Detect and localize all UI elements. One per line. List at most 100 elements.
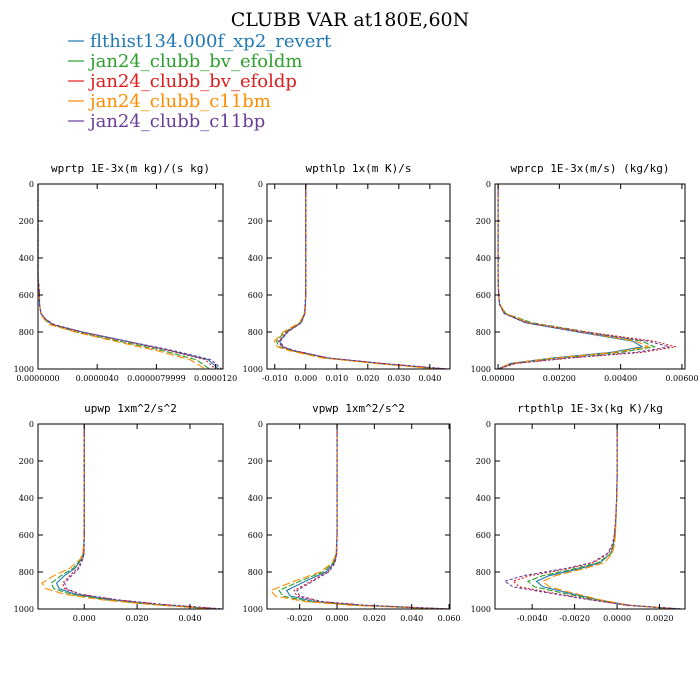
series-line-2 bbox=[278, 424, 447, 610]
x-tick-label: 0.010 bbox=[325, 374, 348, 383]
y-tick-label: 0 bbox=[258, 180, 263, 189]
x-tick-label: 0.0020 bbox=[646, 614, 674, 623]
series-line-4 bbox=[269, 424, 446, 610]
x-tick-label: 0.00200 bbox=[543, 374, 576, 383]
x-tick-label: 0.0000000 bbox=[16, 374, 59, 383]
series-line-3 bbox=[61, 424, 222, 610]
series-line-1 bbox=[37, 184, 219, 370]
legend-label: jan24_clubb_bv_efoldm bbox=[88, 51, 302, 72]
chart-panel-1: wprtp 1E-3x(m kg)/(s kg) 0 200 400 600 800 100… bbox=[14, 162, 238, 383]
y-tick-label: 600 bbox=[19, 531, 34, 540]
y-tick-label: 200 bbox=[19, 217, 34, 226]
series-line-3 bbox=[497, 184, 676, 370]
series-line-3 bbox=[293, 424, 450, 610]
y-tick-label: 200 bbox=[476, 217, 491, 226]
y-tick-label: 0 bbox=[258, 420, 263, 429]
chart-panel-6: rtpthlp 1E-3x(kg K)/kg 0 200 400 600 800 1000 -… bbox=[471, 402, 686, 623]
legend-entry: jan24_clubb_c11bm bbox=[68, 91, 271, 112]
x-tick-label: 0.040 bbox=[400, 614, 423, 623]
y-tick-label: 600 bbox=[19, 291, 34, 300]
x-tick-label: 0.00000 bbox=[482, 374, 515, 383]
panel-title: upwp 1xm^2/s^2 bbox=[84, 402, 177, 415]
x-tick-label: 0.000 bbox=[326, 614, 349, 623]
series-line-2 bbox=[50, 424, 216, 610]
x-tick-label: 0.00400 bbox=[604, 374, 637, 383]
y-tick-label: 400 bbox=[248, 494, 263, 503]
y-tick-label: 800 bbox=[19, 328, 34, 337]
panel-title: rtpthlp 1E-3x(kg K)/kg bbox=[517, 402, 663, 415]
y-tick-label: 600 bbox=[248, 291, 263, 300]
y-tick-label: 0 bbox=[486, 180, 491, 189]
panel-title: vpwp 1xm^2/s^2 bbox=[312, 402, 405, 415]
legend: flthist134.000f_xp2_revertjan24_clubb_bv… bbox=[68, 31, 332, 132]
legend-entry: jan24_clubb_bv_efoldp bbox=[68, 71, 297, 92]
legend-entry: flthist134.000f_xp2_revert bbox=[68, 31, 332, 52]
chart-panel-2: wpthlp 1x(m K)/s 0 200 400 600 800 1000-0.010 0… bbox=[243, 162, 451, 383]
series-line-5 bbox=[64, 424, 224, 610]
y-tick-label: 1000 bbox=[471, 365, 491, 374]
x-tick-label: -0.0020 bbox=[559, 614, 590, 623]
y-tick-label: 800 bbox=[248, 328, 263, 337]
figure-title: CLUBB VAR at180E,60N bbox=[231, 9, 470, 31]
x-tick-label: -0.0040 bbox=[517, 614, 548, 623]
series-line-4 bbox=[497, 184, 651, 370]
y-tick-label: 400 bbox=[19, 254, 34, 263]
y-tick-label: 200 bbox=[248, 457, 263, 466]
series-line-5 bbox=[37, 184, 222, 370]
panel-title: wpthlp 1x(m K)/s bbox=[306, 162, 412, 175]
x-tick-label: -0.010 bbox=[262, 374, 288, 383]
legend-entry: jan24_clubb_bv_efoldm bbox=[68, 51, 302, 72]
panel-title: wprtp 1E-3x(m kg)/(s kg) bbox=[51, 162, 210, 175]
y-tick-label: 600 bbox=[476, 531, 491, 540]
series-line-5 bbox=[503, 424, 683, 610]
y-tick-label: 1000 bbox=[243, 365, 263, 374]
y-tick-label: 0 bbox=[29, 420, 34, 429]
plot-frame bbox=[37, 183, 224, 370]
chart-panel-4: upwp 1xm^2/s^2 0 200 400 600 800 1000 0.000 0.02… bbox=[14, 402, 224, 623]
chart-panel-5: vpwp 1xm^2/s^2 0 200 400 600 800 1000 -0.020 0.0… bbox=[243, 402, 461, 623]
legend-entry: jan24_clubb_c11bp bbox=[68, 111, 265, 132]
y-tick-label: 200 bbox=[476, 457, 491, 466]
x-tick-label: 0.040 bbox=[179, 614, 202, 623]
chart-panel-3: wprcp 1E-3x(m/s) (kg/kg) 0 200 400 600 800 100… bbox=[471, 162, 699, 383]
series-line-5 bbox=[497, 184, 670, 370]
y-tick-label: 800 bbox=[248, 568, 263, 577]
x-tick-label: 0.0000120 bbox=[194, 374, 237, 383]
y-tick-label: 0 bbox=[29, 180, 34, 189]
x-tick-label: 0.000 bbox=[73, 614, 96, 623]
y-tick-label: 200 bbox=[248, 217, 263, 226]
series-line-1 bbox=[278, 184, 443, 370]
y-tick-label: 800 bbox=[19, 568, 34, 577]
panel-title: wprcp 1E-3x(m/s) (kg/kg) bbox=[511, 162, 670, 175]
x-tick-label: 0.020 bbox=[363, 614, 386, 623]
y-tick-label: 800 bbox=[476, 568, 491, 577]
y-tick-label: 0 bbox=[486, 420, 491, 429]
x-tick-label: 0.00600 bbox=[665, 374, 698, 383]
series-line-4 bbox=[541, 424, 677, 610]
plot-frame bbox=[494, 183, 686, 370]
x-tick-label: 0.020 bbox=[356, 374, 379, 383]
legend-label: flthist134.000f_xp2_revert bbox=[90, 31, 332, 52]
panels: wprtp 1E-3x(m kg)/(s kg) 0 200 400 600 800 100… bbox=[14, 162, 699, 623]
plot-frame bbox=[37, 423, 224, 610]
y-tick-label: 1000 bbox=[243, 605, 263, 614]
x-tick-label: 0.030 bbox=[387, 374, 410, 383]
x-tick-label: -0.020 bbox=[287, 614, 313, 623]
y-tick-label: 400 bbox=[19, 494, 34, 503]
legend-label: jan24_clubb_c11bp bbox=[88, 111, 265, 132]
y-tick-label: 1000 bbox=[14, 605, 34, 614]
y-tick-label: 400 bbox=[248, 254, 263, 263]
x-tick-label: 0.060 bbox=[438, 614, 461, 623]
y-tick-label: 600 bbox=[248, 531, 263, 540]
plot-frame bbox=[266, 183, 451, 370]
series-line-2 bbox=[526, 424, 679, 610]
y-tick-label: 200 bbox=[19, 457, 34, 466]
series-line-4 bbox=[273, 184, 438, 370]
x-tick-label: 0.020 bbox=[126, 614, 149, 623]
series-line-3 bbox=[511, 424, 681, 610]
y-tick-label: 400 bbox=[476, 494, 491, 503]
y-tick-label: 600 bbox=[476, 291, 491, 300]
series-line-2 bbox=[275, 184, 441, 370]
series-line-1 bbox=[55, 424, 218, 610]
